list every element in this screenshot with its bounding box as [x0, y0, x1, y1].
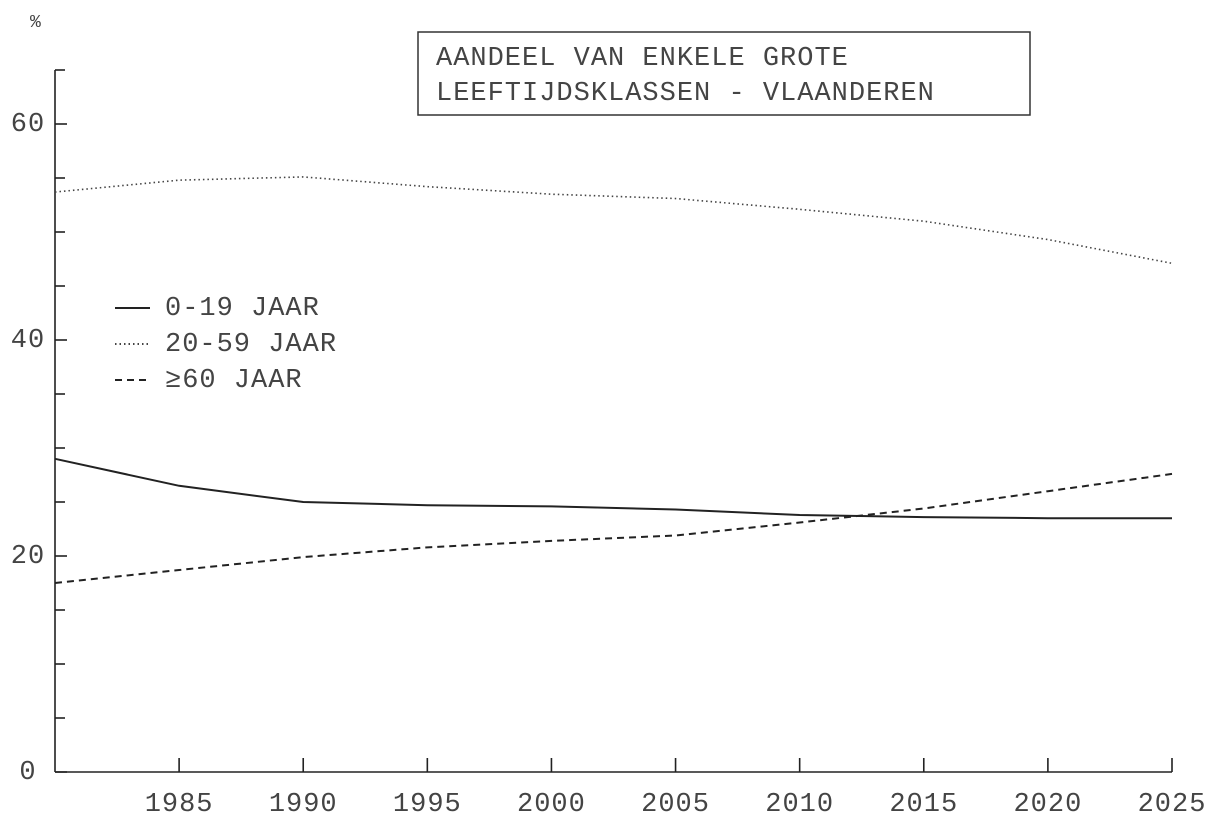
x-tick-label: 2025: [1138, 790, 1207, 820]
legend-label: ≥60 JAAR: [165, 366, 303, 396]
x-tick-label: 2005: [641, 790, 710, 820]
series-line: [54, 457, 1172, 520]
x-tick-label: 2020: [1013, 790, 1082, 820]
y-tick-label: 20: [11, 542, 45, 572]
x-tick-label: 1995: [393, 790, 462, 820]
series-line: [54, 472, 1173, 584]
legend-label: 0-19 JAAR: [165, 294, 320, 324]
y-tick-label: 60: [11, 110, 45, 140]
title-box: [417, 31, 1031, 116]
x-tick-label: 2010: [765, 790, 834, 820]
series-line: [54, 176, 1173, 265]
y-tick-label: 40: [11, 326, 45, 356]
x-tick-label: 2000: [517, 790, 586, 820]
x-tick-label: 1985: [145, 790, 214, 820]
x-tick-label: 2015: [889, 790, 958, 820]
x-tick-label: 1990: [269, 790, 338, 820]
chart-title: LEEFTIJDSKLASSEN - VLAANDEREN: [436, 79, 935, 109]
y-axis-label: %: [30, 13, 42, 33]
legend-label: 20-59 JAAR: [165, 330, 337, 360]
y-tick-label: 0: [19, 758, 36, 788]
chart-title: AANDEEL VAN ENKELE GROTE: [436, 44, 849, 74]
